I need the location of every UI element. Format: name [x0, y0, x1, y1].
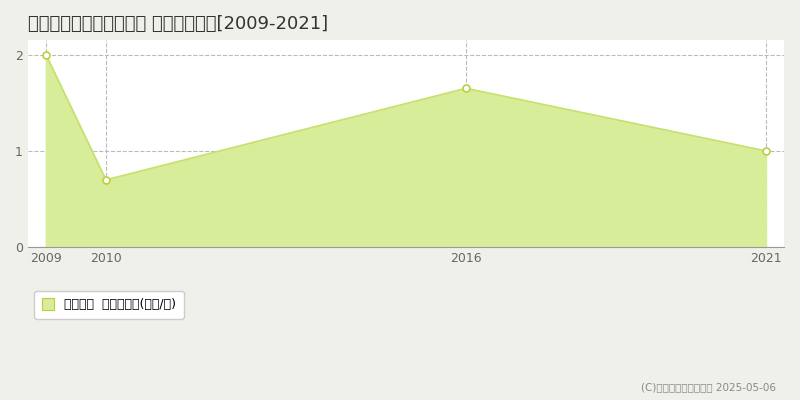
Text: 西臼杵郡日之影町岩井川 土地価格推移[2009-2021]: 西臼杵郡日之影町岩井川 土地価格推移[2009-2021] [28, 15, 328, 33]
Text: (C)土地価格ドットコム 2025-05-06: (C)土地価格ドットコム 2025-05-06 [641, 382, 776, 392]
Legend: 土地価格  平均坪単価(万円/坪): 土地価格 平均坪単価(万円/坪) [34, 291, 184, 319]
